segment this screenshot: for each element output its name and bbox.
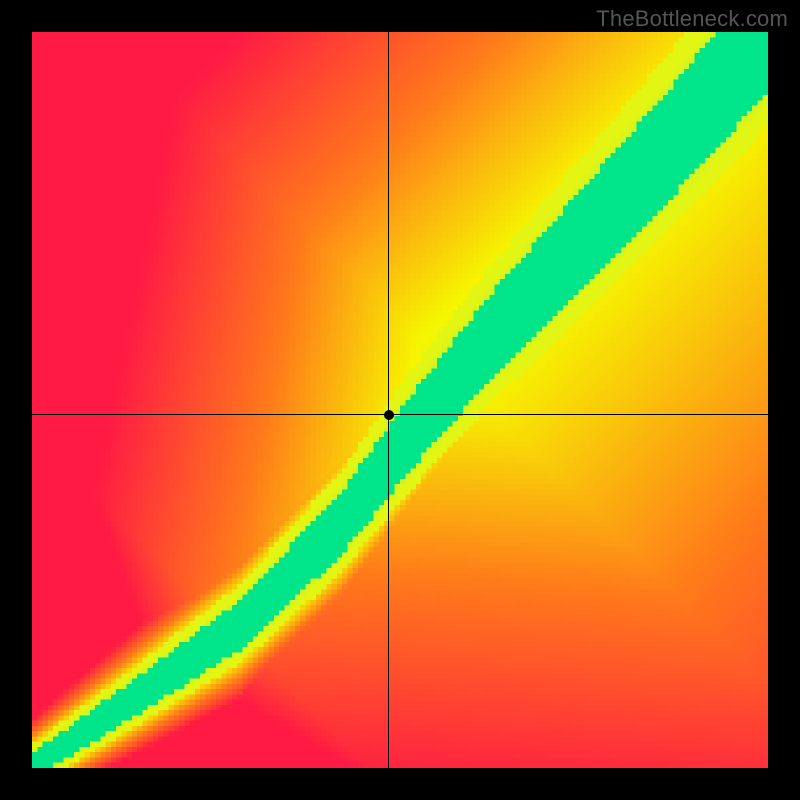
figure-root: TheBottleneck.com: [0, 0, 800, 800]
heatmap-plot: [32, 32, 768, 768]
crosshair-horizontal: [32, 414, 768, 415]
data-point-marker: [384, 410, 394, 420]
crosshair-vertical: [388, 32, 389, 768]
heatmap-canvas: [32, 32, 768, 768]
watermark-text: TheBottleneck.com: [596, 6, 788, 32]
